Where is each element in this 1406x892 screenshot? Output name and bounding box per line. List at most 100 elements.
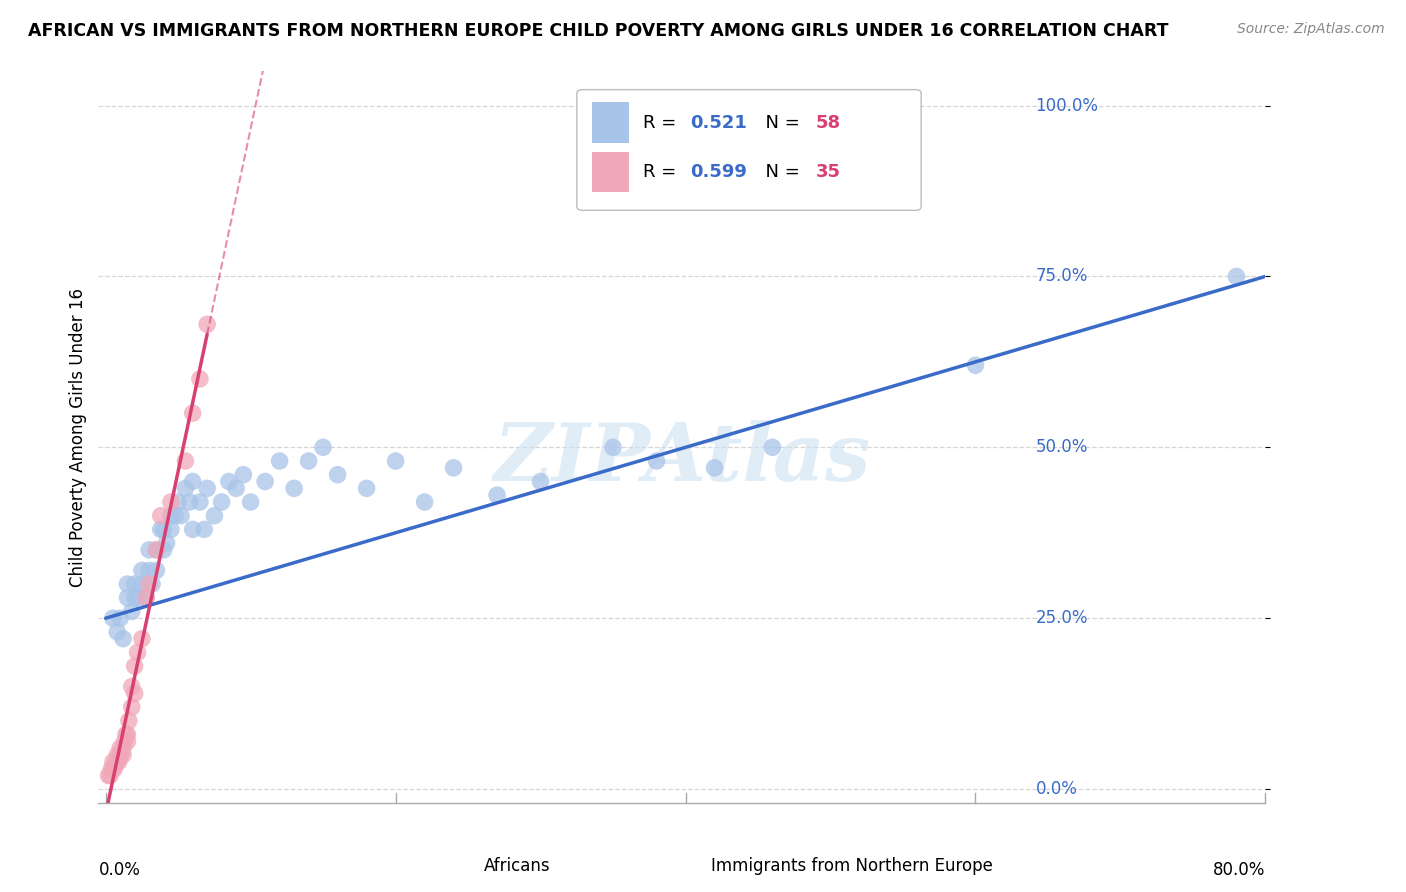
Text: R =: R = [644, 163, 682, 181]
Point [107, 755, 129, 769]
FancyBboxPatch shape [592, 103, 630, 143]
Point [188, 495, 211, 509]
Point [105, 624, 128, 639]
Point [152, 542, 174, 557]
Text: R =: R = [644, 113, 682, 131]
Point [149, 508, 172, 523]
Point [118, 714, 141, 728]
Point [97, 768, 120, 782]
Point [127, 645, 149, 659]
Text: 0.0%: 0.0% [98, 862, 141, 880]
Point [101, 762, 124, 776]
Point [105, 747, 128, 762]
Point [121, 680, 143, 694]
Point [117, 591, 139, 605]
Point [326, 467, 349, 482]
Point [1225, 269, 1247, 284]
Point [486, 488, 509, 502]
Point [232, 467, 254, 482]
Point [145, 563, 167, 577]
Point [170, 508, 193, 523]
Point [131, 632, 153, 646]
Point [181, 475, 204, 489]
Point [121, 604, 143, 618]
Text: N =: N = [754, 113, 806, 131]
Point [124, 659, 146, 673]
Text: 80.0%: 80.0% [1213, 862, 1265, 880]
Point [138, 577, 160, 591]
Point [965, 359, 987, 373]
Point [117, 727, 139, 741]
Point [124, 686, 146, 700]
Point [165, 508, 187, 523]
Point [112, 741, 135, 756]
FancyBboxPatch shape [443, 852, 475, 880]
Point [211, 495, 233, 509]
Point [356, 481, 378, 495]
Text: 0.521: 0.521 [690, 113, 747, 131]
Point [145, 542, 167, 557]
Point [112, 747, 135, 762]
Text: 0.0%: 0.0% [1035, 780, 1077, 798]
Point [115, 727, 138, 741]
FancyBboxPatch shape [592, 153, 630, 193]
Text: AFRICAN VS IMMIGRANTS FROM NORTHERN EUROPE CHILD POVERTY AMONG GIRLS UNDER 16 CO: AFRICAN VS IMMIGRANTS FROM NORTHERN EURO… [28, 22, 1168, 40]
Point [112, 632, 135, 646]
Point [160, 508, 183, 523]
Point [149, 522, 172, 536]
Point [108, 747, 131, 762]
Point [117, 577, 139, 591]
Point [101, 755, 124, 769]
Text: 75.0%: 75.0% [1035, 268, 1088, 285]
Point [105, 755, 128, 769]
Point [155, 536, 177, 550]
Text: 35: 35 [815, 163, 841, 181]
Point [298, 454, 321, 468]
Point [179, 495, 201, 509]
Text: N =: N = [754, 163, 806, 181]
Point [98, 768, 121, 782]
Point [121, 700, 143, 714]
Point [218, 475, 240, 489]
Point [193, 522, 215, 536]
Point [135, 591, 157, 605]
Point [160, 522, 183, 536]
Point [225, 481, 247, 495]
Text: 58: 58 [815, 113, 841, 131]
Point [138, 542, 160, 557]
Point [108, 611, 131, 625]
Point [103, 762, 125, 776]
Point [104, 755, 127, 769]
Point [145, 542, 167, 557]
Point [181, 406, 204, 420]
Point [283, 481, 305, 495]
FancyBboxPatch shape [671, 852, 703, 880]
Point [167, 495, 190, 509]
Point [117, 734, 139, 748]
Point [138, 563, 160, 577]
Point [602, 440, 624, 454]
FancyBboxPatch shape [576, 90, 921, 211]
Point [131, 563, 153, 577]
Text: ZIPAtlas: ZIPAtlas [494, 420, 870, 498]
Point [101, 611, 124, 625]
Point [254, 475, 277, 489]
Point [443, 460, 465, 475]
Point [413, 495, 436, 509]
Text: Source: ZipAtlas.com: Source: ZipAtlas.com [1237, 22, 1385, 37]
Point [181, 522, 204, 536]
Point [239, 495, 262, 509]
Text: 25.0%: 25.0% [1035, 609, 1088, 627]
Point [114, 734, 136, 748]
Text: 50.0%: 50.0% [1035, 438, 1088, 457]
Point [195, 318, 218, 332]
Point [174, 454, 197, 468]
Point [384, 454, 406, 468]
Y-axis label: Child Poverty Among Girls Under 16: Child Poverty Among Girls Under 16 [69, 287, 87, 587]
Point [195, 481, 218, 495]
Point [108, 747, 131, 762]
Point [160, 495, 183, 509]
Point [202, 508, 225, 523]
Point [188, 372, 211, 386]
Point [269, 454, 291, 468]
